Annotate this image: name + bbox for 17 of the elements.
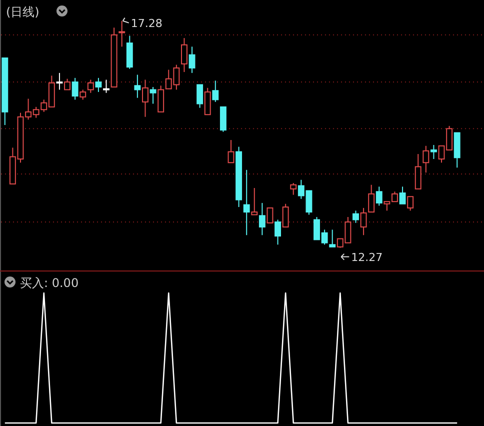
candlestick [134, 74, 141, 98]
annotation: 17.28 [130, 16, 162, 30]
candlestick [258, 202, 266, 236]
candlestick [422, 145, 430, 174]
candlestick [180, 38, 188, 73]
candlestick [188, 46, 196, 74]
chart-title: (日线) [6, 5, 40, 19]
candlestick [243, 169, 250, 236]
candlestick [142, 79, 148, 118]
candlestick [430, 144, 437, 160]
candlestick [352, 210, 359, 224]
annotation: 12.27 [351, 250, 383, 264]
chart-title: 买入: 0.00 [20, 276, 79, 290]
candlestick [360, 207, 367, 236]
candlestick [118, 20, 126, 48]
candlestick [236, 146, 242, 208]
candlestick [87, 79, 94, 94]
